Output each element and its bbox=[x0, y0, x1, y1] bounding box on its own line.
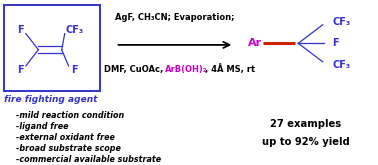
Text: AgF, CH₃CN; Evaporation;: AgF, CH₃CN; Evaporation; bbox=[115, 13, 234, 22]
Text: -external oxidant free: -external oxidant free bbox=[16, 133, 115, 142]
Text: F: F bbox=[17, 65, 23, 75]
Text: -broad substrate scope: -broad substrate scope bbox=[16, 144, 121, 153]
Text: -commercial available substrate: -commercial available substrate bbox=[16, 155, 161, 164]
Text: -mild reaction condition: -mild reaction condition bbox=[16, 111, 124, 120]
Text: F: F bbox=[332, 38, 339, 48]
Text: up to 92% yield: up to 92% yield bbox=[262, 137, 350, 148]
Text: fire fighting agent: fire fighting agent bbox=[5, 95, 98, 104]
Text: F: F bbox=[71, 65, 77, 75]
Text: Ar: Ar bbox=[248, 38, 262, 48]
Text: ArB(OH)₂: ArB(OH)₂ bbox=[164, 65, 207, 74]
Text: -ligand free: -ligand free bbox=[16, 122, 68, 131]
Text: CF₃: CF₃ bbox=[332, 17, 350, 27]
Text: DMF, CuOAc,: DMF, CuOAc, bbox=[104, 65, 166, 74]
Text: CF₃: CF₃ bbox=[332, 60, 350, 70]
Text: 27 examples: 27 examples bbox=[270, 119, 341, 130]
Bar bbox=[4, 5, 100, 91]
Text: F: F bbox=[17, 25, 23, 35]
Text: , 4Å MS, rt: , 4Å MS, rt bbox=[205, 64, 255, 74]
Text: CF₃: CF₃ bbox=[65, 25, 83, 35]
